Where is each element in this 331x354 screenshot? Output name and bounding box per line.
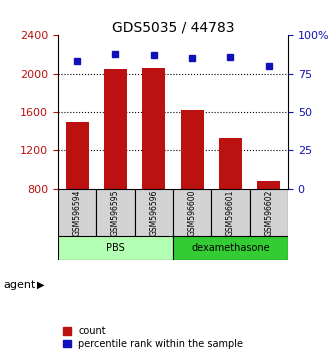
Text: GSM596595: GSM596595 bbox=[111, 189, 120, 236]
Text: GSM596601: GSM596601 bbox=[226, 189, 235, 236]
Bar bbox=[66, 122, 89, 189]
Bar bbox=[250, 189, 288, 236]
Bar bbox=[96, 189, 135, 236]
Text: ▶: ▶ bbox=[37, 280, 45, 290]
Text: agent: agent bbox=[3, 280, 36, 290]
Text: GSM596602: GSM596602 bbox=[264, 189, 273, 236]
Text: PBS: PBS bbox=[106, 243, 125, 253]
Legend: count, percentile rank within the sample: count, percentile rank within the sample bbox=[63, 326, 243, 349]
Text: GSM596596: GSM596596 bbox=[149, 189, 158, 236]
Text: dexamethasone: dexamethasone bbox=[191, 243, 270, 253]
Text: GSM596600: GSM596600 bbox=[188, 189, 197, 236]
Bar bbox=[104, 69, 127, 189]
Bar bbox=[257, 182, 280, 189]
Bar bbox=[181, 110, 204, 189]
Bar bbox=[173, 236, 288, 260]
Bar bbox=[142, 68, 165, 189]
Bar bbox=[58, 189, 96, 236]
Bar bbox=[173, 189, 211, 236]
Bar bbox=[135, 189, 173, 236]
Text: GSM596594: GSM596594 bbox=[72, 189, 82, 236]
Bar bbox=[219, 138, 242, 189]
Bar bbox=[58, 236, 173, 260]
Title: GDS5035 / 44783: GDS5035 / 44783 bbox=[112, 20, 234, 34]
Bar bbox=[211, 189, 250, 236]
